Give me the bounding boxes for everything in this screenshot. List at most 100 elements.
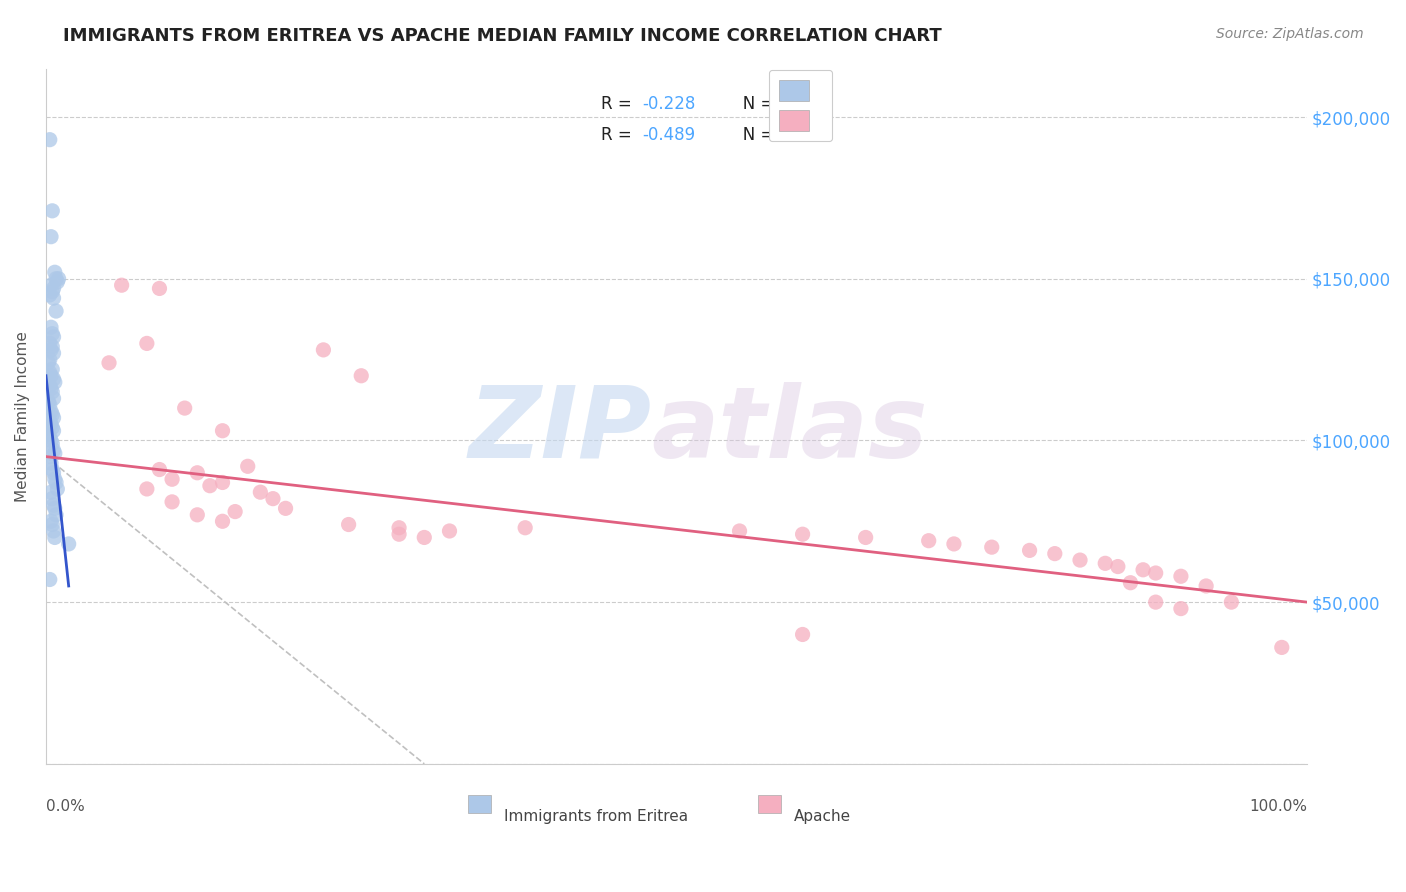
Point <box>58 537 80 551</box>
Point <box>41 340 63 354</box>
Point <box>1144 566 1167 580</box>
Point <box>42 498 65 512</box>
Point <box>855 531 877 545</box>
Point <box>41 491 63 506</box>
Text: R =: R = <box>600 126 637 144</box>
Point <box>41 462 63 476</box>
Point <box>39 382 62 396</box>
Point <box>39 404 62 418</box>
Point <box>274 501 297 516</box>
Point <box>413 531 436 545</box>
Point <box>1018 543 1040 558</box>
Point <box>44 501 66 516</box>
Point <box>249 485 271 500</box>
Text: N =: N = <box>727 95 779 113</box>
Point <box>1107 559 1129 574</box>
Point <box>1195 579 1218 593</box>
Point <box>44 265 66 279</box>
Point <box>45 304 67 318</box>
Text: R =: R = <box>600 95 637 113</box>
Point <box>45 271 67 285</box>
Point <box>41 362 63 376</box>
Point <box>350 368 373 383</box>
Point <box>42 346 65 360</box>
Point <box>186 508 208 522</box>
Point <box>148 281 170 295</box>
Point <box>135 336 157 351</box>
Point <box>38 414 60 428</box>
FancyBboxPatch shape <box>468 795 491 813</box>
Point <box>918 533 941 548</box>
Point <box>236 459 259 474</box>
Point <box>38 573 60 587</box>
Point <box>39 278 62 293</box>
Point <box>41 384 63 399</box>
Point <box>38 366 60 380</box>
Point <box>42 392 65 406</box>
Point <box>44 375 66 389</box>
Point <box>173 401 195 416</box>
Point <box>198 479 221 493</box>
Point <box>1069 553 1091 567</box>
Point <box>37 356 59 370</box>
Point <box>38 133 60 147</box>
Legend: , : , <box>769 70 832 141</box>
Point <box>45 475 67 490</box>
Point <box>38 352 60 367</box>
Point <box>44 531 66 545</box>
Point <box>942 537 965 551</box>
Point <box>515 521 537 535</box>
Point <box>42 291 65 305</box>
Text: atlas: atlas <box>651 382 928 479</box>
Point <box>1119 575 1142 590</box>
Point <box>1271 640 1294 655</box>
Point <box>41 285 63 299</box>
Text: -0.228: -0.228 <box>643 95 696 113</box>
Text: Apache: Apache <box>794 809 851 824</box>
Point <box>38 430 60 444</box>
Point <box>160 472 183 486</box>
Point <box>37 427 59 442</box>
Point <box>38 336 60 351</box>
Point <box>728 524 751 538</box>
Point <box>39 485 62 500</box>
Text: -0.489: -0.489 <box>643 126 696 144</box>
Text: 0.0%: 0.0% <box>46 798 84 814</box>
Point <box>37 394 59 409</box>
Point <box>224 505 246 519</box>
Point <box>160 495 183 509</box>
Point <box>42 330 65 344</box>
Point <box>38 450 60 464</box>
Point <box>41 420 63 434</box>
Point <box>42 443 65 458</box>
Text: 65: 65 <box>782 95 803 113</box>
Point <box>211 424 233 438</box>
Point <box>39 368 62 383</box>
Point <box>1170 601 1192 615</box>
Text: Immigrants from Eritrea: Immigrants from Eritrea <box>503 809 688 824</box>
Point <box>312 343 335 357</box>
Point <box>1132 563 1154 577</box>
Point <box>46 482 69 496</box>
Point <box>792 627 814 641</box>
Point <box>39 229 62 244</box>
Point <box>439 524 461 538</box>
Point <box>98 356 121 370</box>
Text: N =: N = <box>727 126 779 144</box>
Point <box>1043 547 1066 561</box>
Point <box>42 410 65 425</box>
Point <box>135 482 157 496</box>
Point <box>1170 569 1192 583</box>
Point <box>41 408 63 422</box>
Point <box>388 527 411 541</box>
Point <box>1094 557 1116 571</box>
Point <box>39 343 62 357</box>
Point <box>41 203 63 218</box>
Point <box>48 271 70 285</box>
Point <box>38 378 60 392</box>
Point <box>792 527 814 541</box>
FancyBboxPatch shape <box>758 795 782 813</box>
Point <box>41 436 63 450</box>
Point <box>41 517 63 532</box>
Point <box>39 456 62 470</box>
